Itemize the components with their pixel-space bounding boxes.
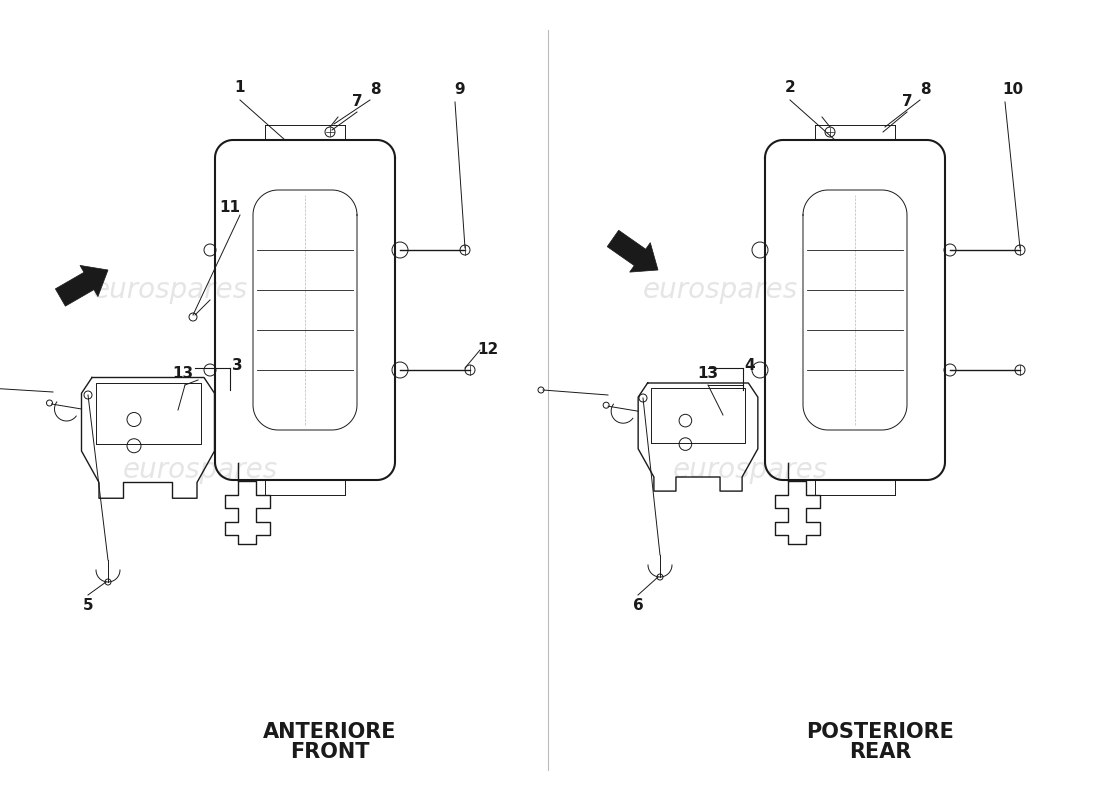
Text: ANTERIORE: ANTERIORE — [263, 722, 397, 742]
Text: 6: 6 — [632, 598, 644, 613]
Text: eurospares: eurospares — [642, 276, 798, 304]
Text: 11: 11 — [220, 199, 241, 214]
Text: 4: 4 — [745, 358, 756, 374]
Text: eurospares: eurospares — [672, 456, 827, 484]
Text: FRONT: FRONT — [290, 742, 370, 762]
Text: POSTERIORE: POSTERIORE — [806, 722, 954, 742]
Polygon shape — [607, 230, 658, 272]
Text: REAR: REAR — [849, 742, 911, 762]
Text: 10: 10 — [1002, 82, 1024, 98]
Text: 9: 9 — [454, 82, 465, 98]
Text: 12: 12 — [477, 342, 498, 358]
Text: 1: 1 — [234, 81, 245, 95]
Text: 13: 13 — [173, 366, 194, 381]
Text: 7: 7 — [352, 94, 362, 110]
Text: 8: 8 — [920, 82, 931, 98]
Text: eurospares: eurospares — [122, 456, 277, 484]
Text: 3: 3 — [232, 358, 242, 374]
Polygon shape — [55, 266, 108, 306]
Text: eurospares: eurospares — [92, 276, 248, 304]
Text: 13: 13 — [697, 366, 718, 381]
Text: 7: 7 — [902, 94, 912, 110]
Text: 5: 5 — [82, 598, 94, 613]
Text: 8: 8 — [370, 82, 381, 98]
Text: 2: 2 — [784, 81, 795, 95]
